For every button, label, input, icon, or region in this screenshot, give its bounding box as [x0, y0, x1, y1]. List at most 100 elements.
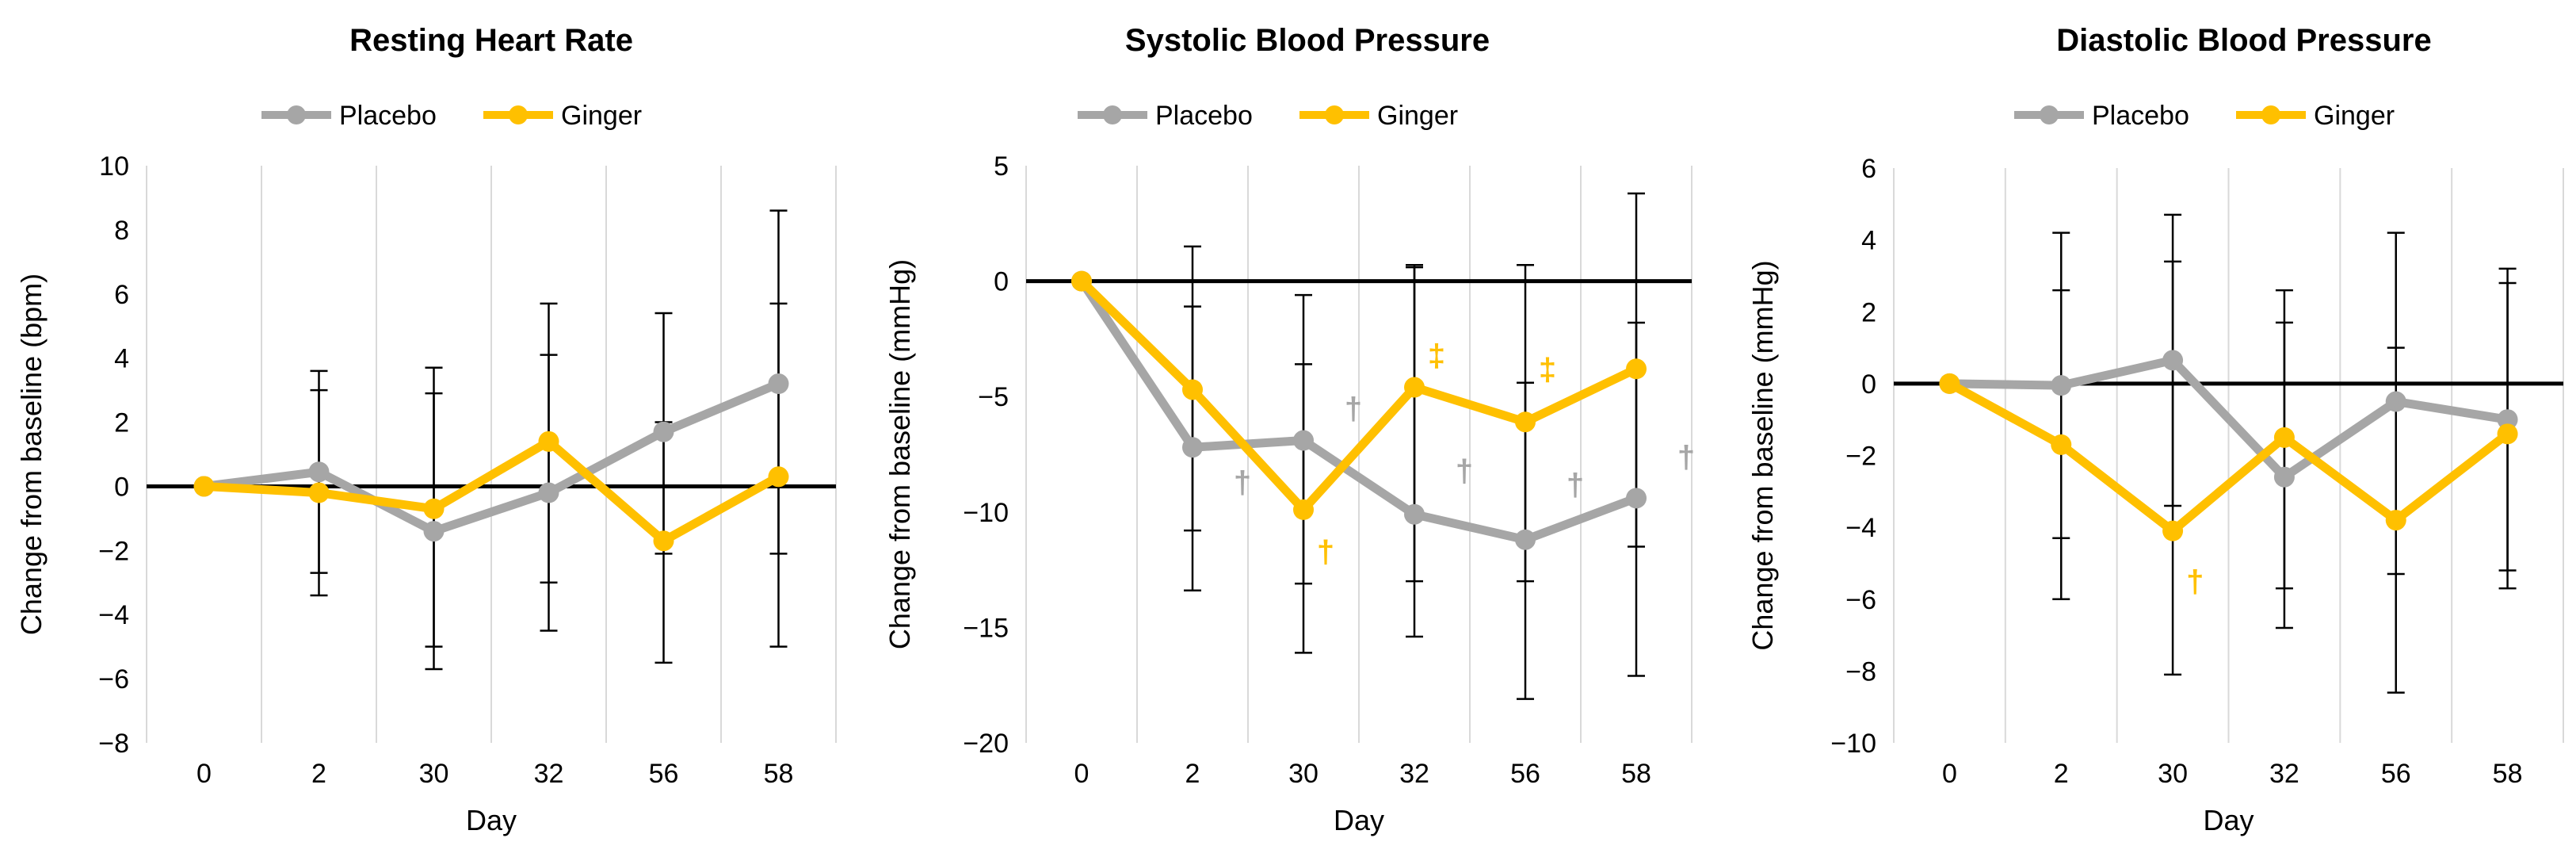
x-axis-title: Day [1334, 804, 1384, 836]
data-point-placebo [538, 482, 559, 503]
y-tick-label: −8 [98, 729, 129, 759]
data-point-ginger [1404, 377, 1425, 398]
data-point-ginger [193, 476, 215, 497]
data-point-placebo [2385, 391, 2406, 412]
y-tick-label: −6 [1845, 585, 1876, 615]
y-tick-label: −10 [963, 498, 1009, 528]
data-point-placebo [1626, 488, 1647, 509]
significance-mark: † [1456, 453, 1473, 488]
data-point-ginger [2162, 520, 2184, 541]
y-tick-label: 2 [114, 408, 129, 438]
y-tick-label: −20 [963, 729, 1009, 759]
x-tick-label: 56 [1510, 759, 1540, 789]
significance-mark: † [1317, 534, 1334, 569]
chart-1: Systolic Blood Pressure Placebo Ginger −20 −… [883, 23, 1695, 836]
data-point-placebo [1182, 437, 1203, 458]
y-tick-label: −2 [1845, 442, 1876, 472]
series-line-placebo [1078, 278, 1638, 545]
significance-mark: † [1567, 468, 1584, 503]
data-point-ginger [1626, 358, 1647, 380]
x-tick-label: 30 [1288, 759, 1319, 789]
significance-mark: † [1345, 392, 1362, 427]
y-tick-label: −4 [1845, 513, 1876, 543]
x-tick-label: 56 [649, 759, 679, 789]
y-axis-title: Change from baseline (mmHg) [883, 259, 916, 649]
legend-marker-placebo [287, 105, 306, 124]
significance-mark: ‡ [1428, 339, 1445, 373]
legend-label-ginger: Ginger [1377, 101, 1458, 131]
chart-title: Systolic Blood Pressure [1125, 23, 1490, 58]
x-tick-label: 32 [2269, 759, 2299, 789]
series-line-ginger [204, 437, 781, 545]
significance-mark: † [2186, 564, 2204, 599]
y-tick-label: −8 [1845, 656, 1876, 687]
data-point-ginger [1182, 379, 1203, 400]
y-tick-label: 10 [99, 151, 129, 182]
y-tick-label: 0 [114, 472, 129, 502]
legend-label-placebo: Placebo [2092, 101, 2189, 131]
legend: Placebo Ginger [1078, 101, 1458, 131]
x-tick-label: 32 [534, 759, 564, 789]
data-point-ginger [1515, 411, 1536, 433]
data-point-ginger [2385, 510, 2406, 531]
x-tick-label: 58 [764, 759, 794, 789]
y-tick-label: 5 [994, 151, 1009, 182]
x-tick-label: 0 [197, 759, 212, 789]
legend-label-ginger: Ginger [2314, 101, 2395, 131]
y-tick-label: 8 [114, 216, 129, 246]
data-point-ginger [1293, 499, 1314, 520]
y-tick-label: 6 [1861, 154, 1876, 184]
data-point-ginger [423, 498, 445, 519]
significance-mark: † [1234, 465, 1251, 500]
x-tick-label: 56 [2381, 759, 2411, 789]
x-tick-label: 2 [1185, 759, 1200, 789]
y-tick-label: −4 [98, 600, 129, 630]
x-tick-label: 2 [2054, 759, 2069, 789]
y-axis-title: Change from baseline (bpm) [15, 274, 48, 635]
legend: Placebo Ginger [261, 101, 642, 131]
y-tick-label: 2 [1861, 297, 1876, 327]
data-point-ginger [768, 466, 789, 488]
data-point-placebo [2162, 350, 2184, 371]
chart-2: Diastolic Blood Pressure Placebo Ginger −10… [1746, 23, 2564, 836]
data-point-placebo [308, 461, 330, 483]
y-tick-label: −6 [98, 664, 129, 695]
data-point-placebo [1515, 529, 1536, 550]
x-tick-label: 0 [1074, 759, 1090, 789]
y-tick-label: 4 [1861, 226, 1876, 256]
chart-title: Resting Heart Rate [349, 23, 633, 58]
series-line-placebo [1949, 355, 2509, 482]
legend-marker-ginger [509, 105, 528, 124]
y-tick-label: 6 [114, 280, 129, 310]
data-point-ginger [2497, 423, 2518, 445]
series-line-ginger [1947, 380, 2510, 536]
chart-title: Diastolic Blood Pressure [2056, 23, 2431, 58]
x-tick-label: 30 [2158, 759, 2188, 789]
data-point-placebo [2273, 466, 2295, 488]
x-tick-label: 2 [311, 759, 326, 789]
x-tick-label: 58 [1621, 759, 1651, 789]
y-tick-label: 0 [1861, 369, 1876, 400]
legend-marker-ginger [2261, 105, 2280, 124]
y-tick-label: 4 [114, 344, 129, 374]
data-point-ginger [1939, 373, 1960, 394]
y-axis-title: Change from baseline (mmHg) [1746, 260, 1779, 650]
legend-marker-ginger [1325, 105, 1344, 124]
data-point-ginger [2273, 427, 2295, 448]
data-point-ginger [538, 430, 559, 452]
x-tick-label: 30 [419, 759, 449, 789]
y-tick-label: −10 [1830, 729, 1876, 759]
x-tick-label: 0 [1942, 759, 1957, 789]
y-tick-label: −15 [963, 613, 1009, 643]
legend-label-placebo: Placebo [1155, 101, 1253, 131]
x-axis-title: Day [466, 804, 517, 836]
x-tick-label: 32 [1399, 759, 1429, 789]
data-point-placebo [768, 373, 789, 395]
data-point-ginger [1071, 270, 1092, 292]
significance-mark: ‡ [1539, 352, 1556, 387]
legend-label-placebo: Placebo [339, 101, 437, 131]
legend-label-ginger: Ginger [561, 101, 642, 131]
data-point-ginger [308, 482, 330, 503]
data-point-placebo [1293, 430, 1314, 451]
